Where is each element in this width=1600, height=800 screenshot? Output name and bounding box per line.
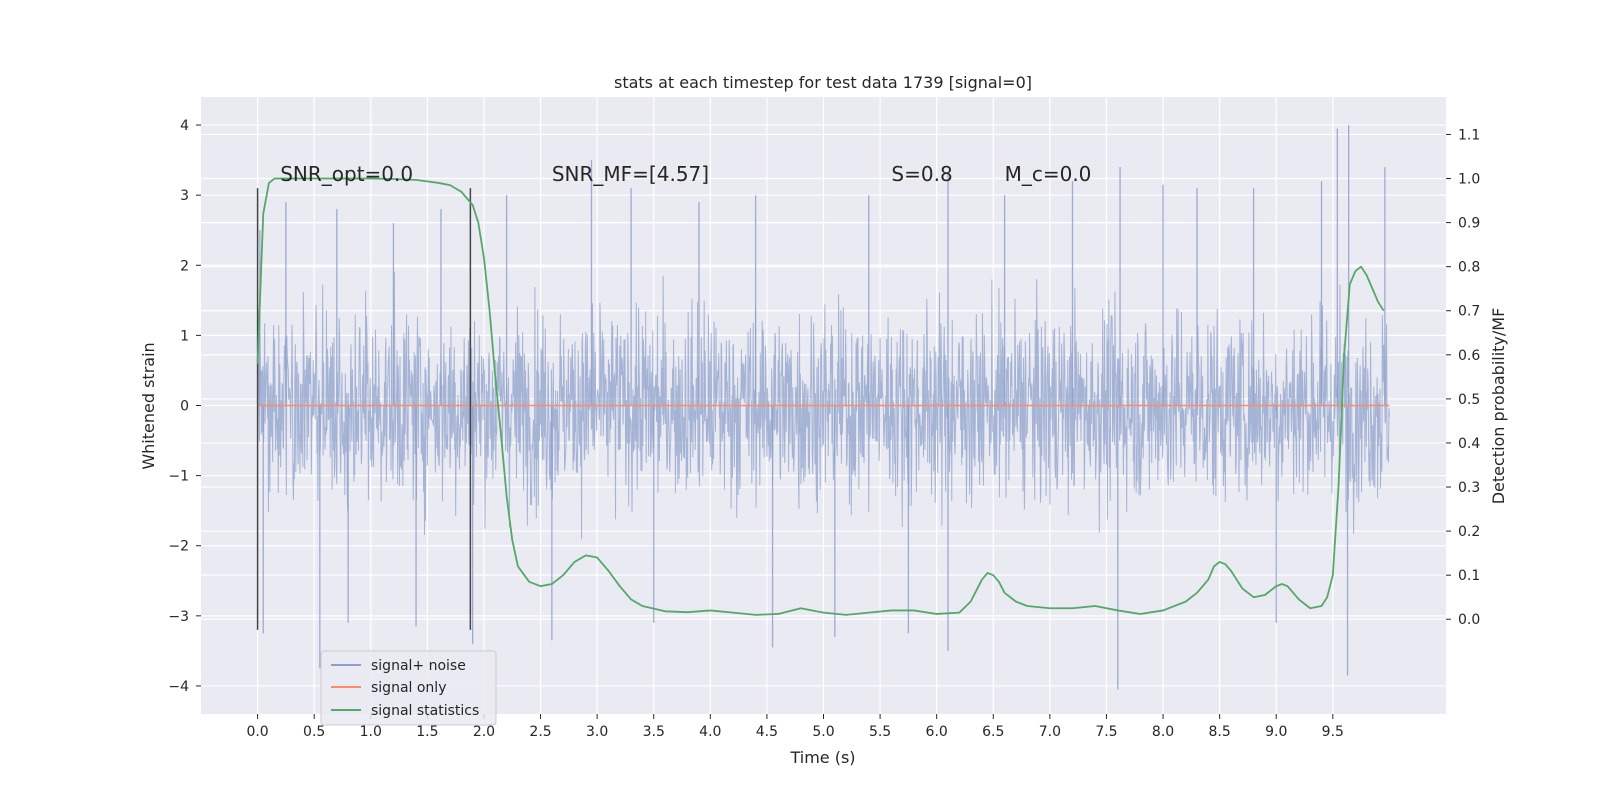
right-y-tick-label: 0.8 <box>1458 260 1480 276</box>
signal-statistics-line <box>256 177 1385 616</box>
right-y-tick-label: 0.1 <box>1458 568 1480 584</box>
right-y-tick-label: 0.0 <box>1458 612 1480 628</box>
signal-noise-line <box>257 271 1390 540</box>
x-tick-label: 0.0 <box>246 724 268 740</box>
marker-lines <box>256 188 472 630</box>
right-y-ticks: 1.1 1.0 0.9 0.8 0.7 0.6 0.5 0.4 0.3 0.2 0.1 0.0 <box>1446 127 1480 628</box>
x-tick-label: 5.5 <box>869 724 891 740</box>
right-y-tick-label: 0.6 <box>1458 348 1480 364</box>
signal-noise-series <box>257 125 1390 690</box>
chart-title: stats at each timestep for test data 173… <box>614 73 1032 92</box>
x-tick-label: 1.0 <box>360 724 382 740</box>
annotation-label: S=0.8 <box>891 162 952 186</box>
x-tick-label: 9.5 <box>1322 724 1344 740</box>
x-tick-label: 3.5 <box>643 724 665 740</box>
x-tick-label: 0.5 <box>303 724 325 740</box>
x-tick-label: 6.0 <box>926 724 948 740</box>
y-tick-label: 3 <box>180 188 189 204</box>
right-y-tick-label: 0.2 <box>1458 524 1480 540</box>
x-tick-label: 1.5 <box>416 724 438 740</box>
right-y-axis-label: Detection probability/MF <box>1489 308 1508 505</box>
x-tick-label: 7.5 <box>1095 724 1117 740</box>
y-tick-label: 0 <box>180 399 189 415</box>
x-tick-label: 5.0 <box>812 724 834 740</box>
right-y-tick-label: 0.5 <box>1458 392 1480 408</box>
y-tick-label: −3 <box>168 609 189 625</box>
annotation-label: SNR_MF=[4.57] <box>552 162 709 186</box>
y-ticks: 4 3 2 1 0 −1 −2 −3 −4 <box>168 118 201 695</box>
x-ticks: 0.0 0.5 1.0 1.5 2.0 2.5 3.0 3.5 4.0 4.5 5.0 5.5 6.0 6… <box>246 714 1344 740</box>
right-y-tick-label: 0.9 <box>1458 216 1480 232</box>
x-tick-label: 2.0 <box>473 724 495 740</box>
right-y-tick-label: 1.0 <box>1458 172 1480 188</box>
right-y-tick-label: 0.3 <box>1458 480 1480 496</box>
y-tick-label: −1 <box>168 469 189 485</box>
y-tick-label: −2 <box>168 539 189 555</box>
right-y-tick-label: 1.1 <box>1458 127 1480 143</box>
y-tick-label: 2 <box>180 258 189 274</box>
y-tick-label: 4 <box>180 118 189 134</box>
legend-label-signal-noise: signal+ noise <box>371 658 466 674</box>
legend-label-signal-only: signal only <box>371 680 446 696</box>
x-tick-label: 6.5 <box>982 724 1004 740</box>
x-tick-label: 8.0 <box>1152 724 1174 740</box>
y-axis-label: Whitened strain <box>139 342 158 469</box>
x-tick-label: 2.5 <box>529 724 551 740</box>
legend-label-signal-statistics: signal statistics <box>371 703 479 719</box>
x-tick-label: 3.0 <box>586 724 608 740</box>
y-tick-label: 1 <box>180 328 189 344</box>
annotation-label: SNR_opt=0.0 <box>280 162 413 186</box>
x-tick-label: 8.5 <box>1209 724 1231 740</box>
right-y-tick-label: 0.4 <box>1458 436 1480 452</box>
x-tick-label: 9.0 <box>1265 724 1287 740</box>
annotation-label: M_c=0.0 <box>1005 162 1092 186</box>
signal-statistics-series <box>256 177 1385 616</box>
y-tick-label: −4 <box>168 679 189 695</box>
x-tick-label: 4.0 <box>699 724 721 740</box>
x-tick-label: 4.5 <box>756 724 778 740</box>
legend: signal+ noise signal only signal statist… <box>320 650 497 726</box>
right-y-tick-label: 0.7 <box>1458 304 1480 320</box>
annotations: SNR_opt=0.0 SNR_MF=[4.57] S=0.8 M_c=0.0 <box>280 162 1091 186</box>
x-axis-label: Time (s) <box>789 748 855 767</box>
x-tick-label: 7.0 <box>1039 724 1061 740</box>
legend-box <box>320 650 497 726</box>
